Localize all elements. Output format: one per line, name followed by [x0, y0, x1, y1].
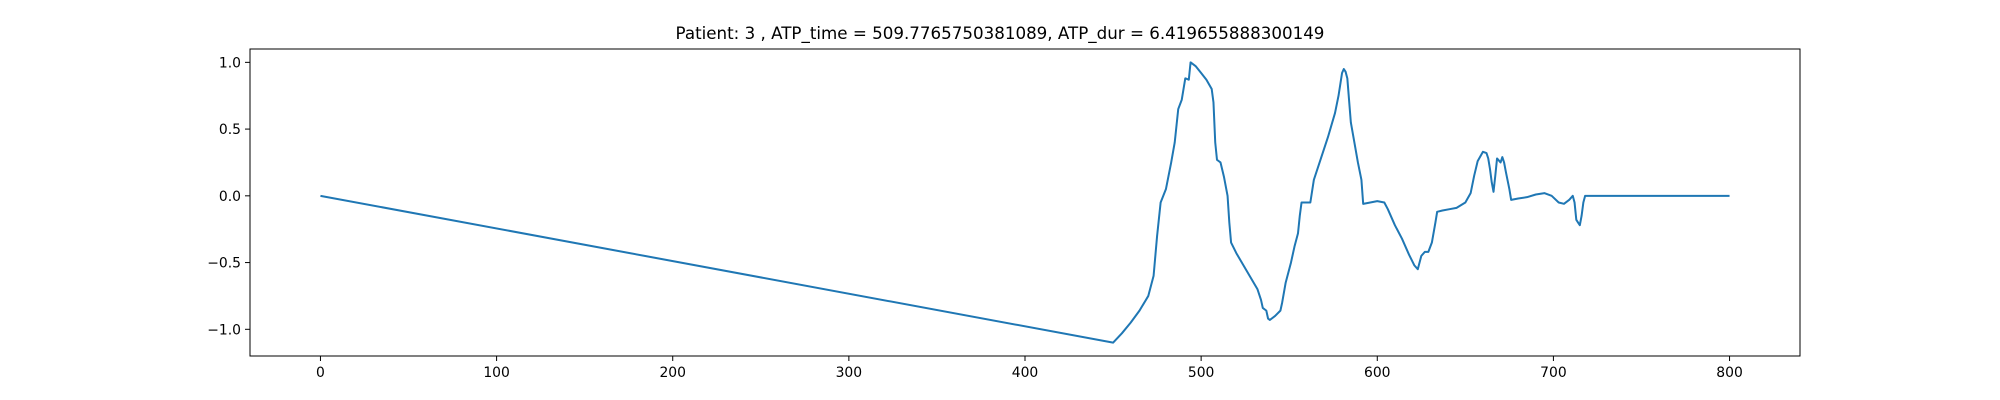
x-tick-label: 200 [659, 365, 686, 381]
x-tick-label: 100 [483, 365, 510, 381]
x-tick-label: 500 [1188, 365, 1215, 381]
plot-area [249, 48, 1801, 357]
y-tick-label: 0.0 [219, 189, 241, 205]
x-tick-label: 400 [1012, 365, 1039, 381]
y-tick-label: −1.0 [207, 322, 241, 338]
y-axis: −1.0 −0.5 0.0 0.5 1.0 [207, 55, 250, 338]
x-tick-label: 300 [836, 365, 863, 381]
x-axis: 0 100 200 300 400 500 600 700 800 [316, 356, 1743, 381]
series-line-0 [320, 61, 1730, 344]
plot-frame [249, 48, 1801, 357]
y-tick-label: 1.0 [219, 55, 241, 71]
x-tick-label: 0 [316, 365, 325, 381]
x-tick-label: 700 [1540, 365, 1567, 381]
chart-title: Patient: 3 , ATP_time = 509.776575038108… [676, 23, 1325, 44]
x-tick-label: 800 [1716, 365, 1743, 381]
y-tick-label: 0.5 [219, 122, 241, 138]
x-tick-label: 600 [1364, 365, 1391, 381]
y-tick-label: −0.5 [207, 256, 241, 272]
